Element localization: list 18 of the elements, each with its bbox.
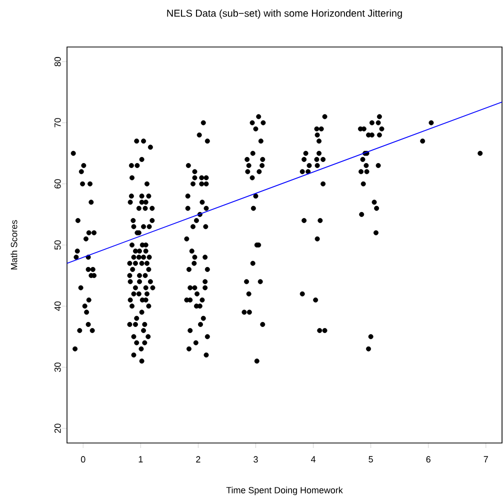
chart-title: NELS Data (sub−set) with some Horizondent Jittering [167, 9, 402, 19]
x-tick-label: 3 [254, 456, 258, 463]
x-tick-label: 0 [80, 456, 86, 463]
y-axis-title: Math Scores [10, 220, 18, 270]
x-tick-label: 7 [484, 456, 488, 462]
x-tick-label: 1 [138, 456, 143, 462]
x-axis-title: Time Spent Doing Homework [226, 486, 343, 496]
x-tick-label: 5 [368, 456, 373, 462]
y-tick-label: 30 [54, 362, 61, 372]
y-tick-label: 40 [54, 301, 61, 311]
y-tick-label: 60 [54, 179, 61, 188]
y-tick-label: 70 [54, 118, 61, 128]
x-tick-label: 4 [310, 456, 316, 462]
x-tick-label: 2 [196, 456, 200, 462]
y-tick-label: 20 [54, 424, 61, 433]
y-tick-label: 50 [54, 240, 61, 250]
x-tick-label: 6 [426, 456, 430, 463]
y-tick-label: 80 [54, 57, 61, 66]
